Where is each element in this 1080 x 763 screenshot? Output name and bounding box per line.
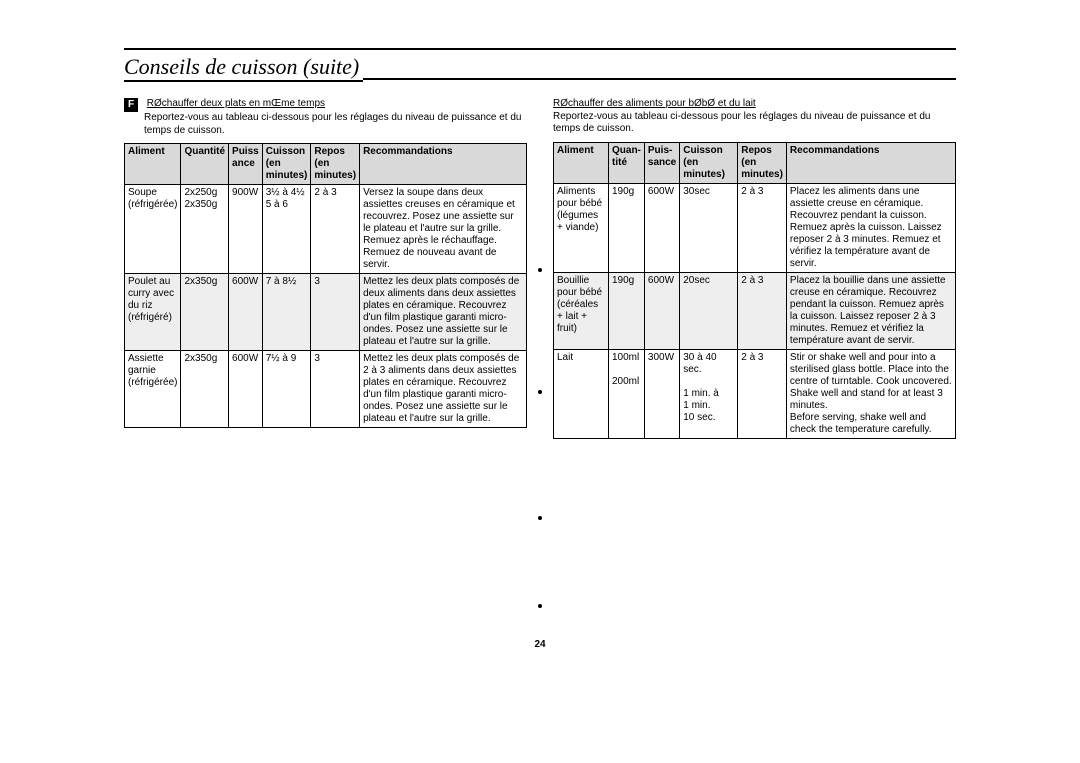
table-header: Repos(enminutes)	[738, 142, 787, 183]
right-section-title: RØchauffer des aliments pour bØbØ et du …	[553, 98, 756, 109]
table-cell: 900W	[229, 185, 263, 274]
table-header: Recommandations	[360, 144, 527, 185]
table-header: Cuisson(en minutes)	[680, 142, 738, 183]
table-row: Lait100ml200ml300W30 à 40 sec.1 min. à1 …	[554, 349, 956, 438]
table-cell: 2 à 3	[738, 349, 787, 438]
page-number: 24	[124, 639, 956, 650]
table-header: Puis-sance	[644, 142, 679, 183]
table-cell: Stir or shake well and pour into a steri…	[786, 349, 955, 438]
page: Conseils de cuisson (suite) F RØchauffer…	[0, 0, 1080, 650]
table-cell: 2x250g2x350g	[181, 185, 229, 274]
table-header: Repos(enminutes)	[311, 144, 360, 185]
table-row: Poulet au curry avec du riz (réfrigéré)2…	[125, 274, 527, 351]
table-cell: 3	[311, 274, 360, 351]
table-cell: Mettez les deux plats composés de deux a…	[360, 274, 527, 351]
table-cell: 30 à 40 sec.1 min. à1 min.10 sec.	[680, 349, 738, 438]
table-cell: 7½ à 9	[262, 351, 311, 428]
table-header: Aliment	[554, 142, 609, 183]
table-cell: Mettez les deux plats composés de 2 à 3 …	[360, 351, 527, 428]
left-section-title: RØchauffer deux plats en mŒme temps	[147, 98, 325, 109]
table-cell: 2 à 3	[311, 185, 360, 274]
table-header: Puissance	[229, 144, 263, 185]
table-header: Quan-tité	[609, 142, 645, 183]
table-cell: Soupe(réfrigérée)	[125, 185, 181, 274]
table-cell: 600W	[229, 351, 263, 428]
binding-dot	[538, 390, 542, 394]
table-cell: 2x350g	[181, 351, 229, 428]
table-row: Bouillie pour bébé (céréales + lait + fr…	[554, 272, 956, 349]
binding-dot	[538, 604, 542, 608]
table-cell: 2 à 3	[738, 183, 787, 272]
page-heading: Conseils de cuisson (suite)	[124, 52, 363, 82]
left-intro-text: Reportez-vous au tableau ci-dessous pour…	[144, 112, 527, 137]
table-cell: 600W	[644, 272, 679, 349]
table-cell: 600W	[644, 183, 679, 272]
top-rule	[124, 48, 956, 50]
table-cell: Versez la soupe dans deux assiettes creu…	[360, 185, 527, 274]
right-intro-block: RØchauffer des aliments pour bØbØ et du …	[553, 98, 956, 111]
table-header: Aliment	[125, 144, 181, 185]
table-cell: 2 à 3	[738, 272, 787, 349]
table-cell: 2x350g	[181, 274, 229, 351]
table-cell: Bouillie pour bébé (céréales + lait + fr…	[554, 272, 609, 349]
table-row: Assiette garnie (réfrigérée)2x350g600W7½…	[125, 351, 527, 428]
table-cell: 3	[311, 351, 360, 428]
table-cell: 3½ à 4½5 à 6	[262, 185, 311, 274]
table-cell: 300W	[644, 349, 679, 438]
table-cell: 20sec	[680, 272, 738, 349]
table-row: Aliments pour bébé (légumes + viande)190…	[554, 183, 956, 272]
table-header: Quantité	[181, 144, 229, 185]
binding-dot	[538, 268, 542, 272]
heading-underline	[363, 78, 956, 80]
table-cell: Lait	[554, 349, 609, 438]
left-table: AlimentQuantitéPuissanceCuisson(enminute…	[124, 143, 527, 428]
left-intro-block: F RØchauffer deux plats en mŒme temps	[124, 98, 527, 112]
table-row: Soupe(réfrigérée)2x250g2x350g900W3½ à 4½…	[125, 185, 527, 274]
table-cell: 100ml200ml	[609, 349, 645, 438]
heading-row: Conseils de cuisson (suite)	[124, 52, 956, 82]
table-cell: Aliments pour bébé (légumes + viande)	[554, 183, 609, 272]
right-intro-text: Reportez-vous au tableau ci-dessous pour…	[553, 111, 956, 136]
table-cell: Placez les aliments dans une assiette cr…	[786, 183, 955, 272]
language-badge: F	[124, 98, 138, 112]
table-cell: 30sec	[680, 183, 738, 272]
right-column: RØchauffer des aliments pour bØbØ et du …	[553, 98, 956, 439]
table-header: Cuisson(enminutes)	[262, 144, 311, 185]
binding-dot	[538, 516, 542, 520]
table-header: Recommandations	[786, 142, 955, 183]
right-table: AlimentQuan-titéPuis-sanceCuisson(en min…	[553, 142, 956, 439]
table-cell: 7 à 8½	[262, 274, 311, 351]
table-cell: Poulet au curry avec du riz (réfrigéré)	[125, 274, 181, 351]
table-cell: 190g	[609, 183, 645, 272]
table-cell: Assiette garnie (réfrigérée)	[125, 351, 181, 428]
table-cell: Placez la bouillie dans une assiette cre…	[786, 272, 955, 349]
table-cell: 600W	[229, 274, 263, 351]
left-column: F RØchauffer deux plats en mŒme temps Re…	[124, 98, 527, 439]
table-cell: 190g	[609, 272, 645, 349]
